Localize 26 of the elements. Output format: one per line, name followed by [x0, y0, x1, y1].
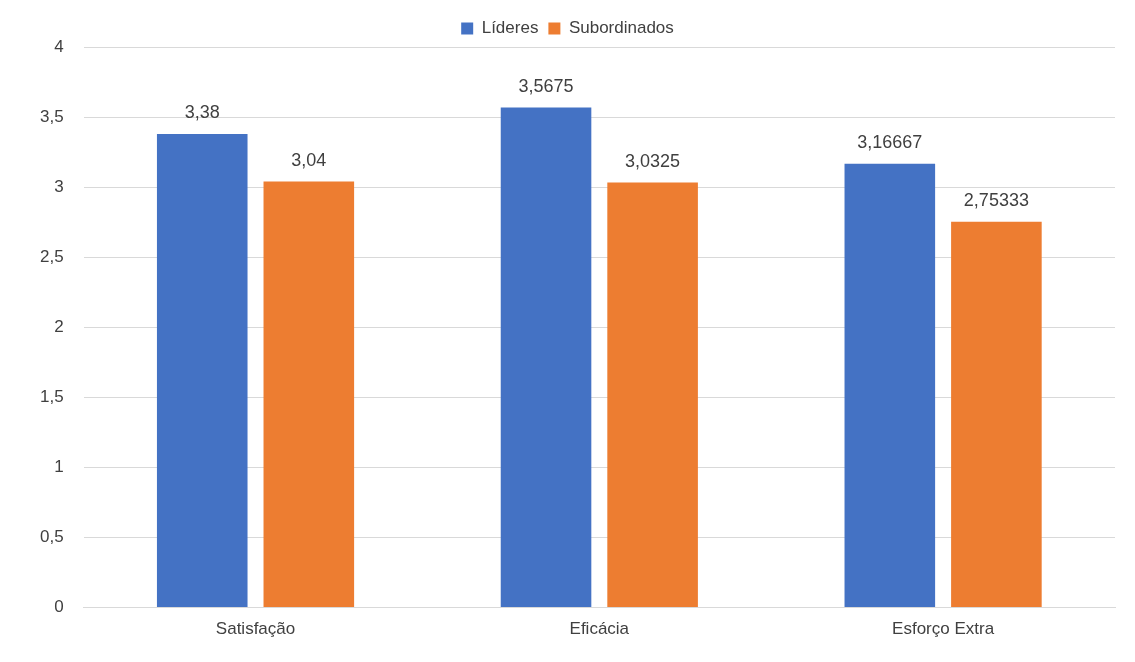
bar — [500, 107, 592, 608]
y-tick-label: 0,5 — [39, 527, 64, 547]
bar — [607, 182, 698, 608]
x-tick-label: Esforço Extra — [892, 619, 995, 639]
y-tick-label: 1,5 — [39, 387, 64, 407]
data-label: 3,16667 — [857, 131, 923, 152]
bar — [951, 221, 1042, 608]
x-tick-label: Satisfação — [215, 619, 296, 639]
y-tick-label: 2 — [54, 316, 64, 336]
legend-label: Líderes — [481, 18, 539, 38]
data-label: 3,5675 — [518, 75, 574, 96]
data-label: 2,75333 — [963, 189, 1029, 210]
y-tick-label: 0 — [54, 597, 64, 617]
legend-label: Subordinados — [568, 18, 674, 38]
y-tick-label: 4 — [54, 36, 64, 56]
y-tick-label: 3 — [54, 176, 64, 196]
y-tick-label: 3,5 — [39, 106, 64, 126]
data-label: 3,04 — [291, 149, 327, 170]
data-label: 3,0325 — [625, 150, 681, 171]
y-tick-label: 2,5 — [39, 246, 64, 266]
data-label: 3,38 — [184, 101, 220, 122]
bar — [844, 163, 936, 608]
y-tick-label: 1 — [54, 457, 64, 477]
x-tick-label: Eficácia — [569, 619, 630, 639]
bar — [156, 133, 248, 608]
bar — [263, 181, 355, 608]
